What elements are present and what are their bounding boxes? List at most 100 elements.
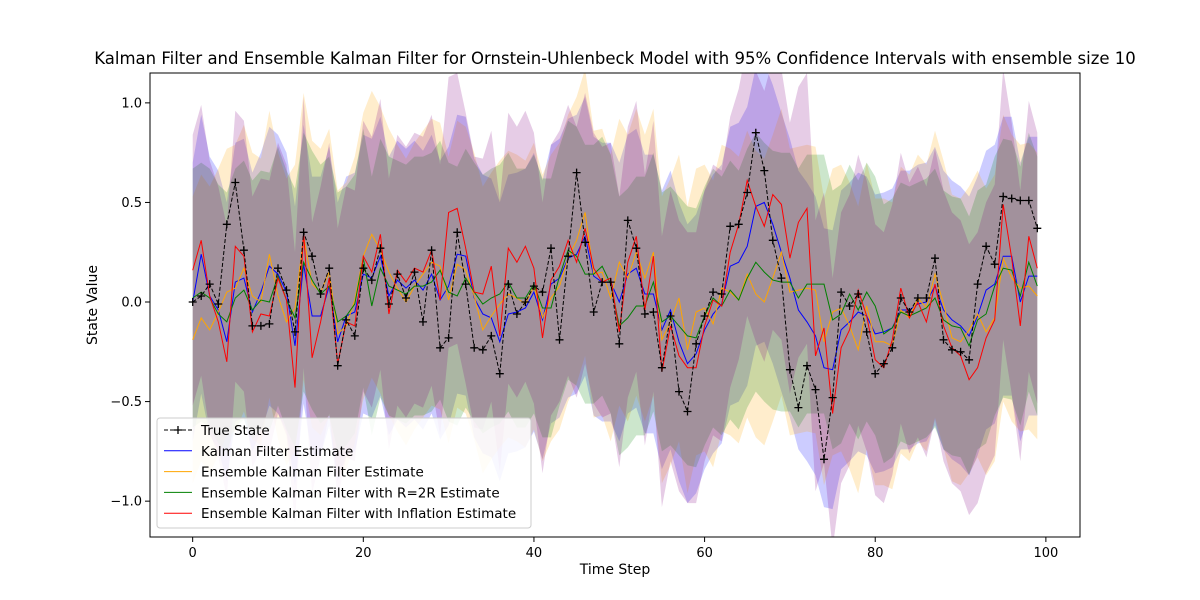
legend-label: Ensemble Kalman Filter with R=2R Estimat…	[201, 485, 500, 501]
true-state-point	[291, 327, 299, 336]
y-tick-label: 0.0	[121, 296, 142, 311]
legend-item-kalman-filter-estimate: Kalman Filter Estimate	[164, 444, 353, 460]
true-state-point	[726, 222, 735, 231]
true-state-point	[316, 290, 325, 298]
ci-band-ensemble-kalman-filter-estimate	[192, 73, 1038, 494]
true-state-point	[308, 252, 317, 261]
legend-item-ensemble-kalman-filter-with-r-2r-estimate: Ensemble Kalman Filter with R=2R Estimat…	[164, 485, 500, 501]
true-state-point	[982, 242, 991, 251]
true-state-point	[393, 270, 402, 279]
true-state-point	[751, 128, 760, 137]
true-state-point	[188, 298, 197, 306]
true-state-point	[205, 280, 214, 289]
true-state-point	[939, 335, 948, 344]
true-state-point	[896, 294, 905, 302]
legend-item-ensemble-kalman-filter-with-inflation-estimate: Ensemble Kalman Filter with Inflation Es…	[164, 506, 516, 522]
true-state-point	[965, 355, 974, 364]
true-state-point	[683, 407, 692, 416]
series-line-true-state	[192, 132, 1038, 460]
true-state-point	[1033, 224, 1042, 233]
true-state-point	[760, 166, 769, 175]
legend-label: Ensemble Kalman Filter Estimate	[201, 465, 424, 481]
true-state-point	[768, 236, 777, 245]
true-state-point	[845, 302, 854, 310]
legend-label: True State	[200, 423, 270, 439]
true-state-point	[529, 282, 538, 291]
true-state-point	[837, 288, 846, 297]
x-tick-label: 100	[1033, 546, 1058, 561]
true-state-point	[854, 290, 863, 298]
true-state-point	[581, 238, 590, 247]
true-state-point	[564, 252, 573, 261]
true-state-point	[956, 347, 965, 356]
true-state-point	[384, 300, 393, 308]
true-state-point	[282, 286, 291, 295]
legend-item-ensemble-kalman-filter-estimate: Ensemble Kalman Filter Estimate	[164, 465, 424, 481]
true-state-point	[504, 280, 513, 289]
true-state-point	[649, 308, 658, 316]
y-tick-label: −1.0	[110, 495, 142, 510]
true-state-point	[410, 268, 419, 277]
true-state-point	[333, 361, 342, 370]
true-state-point	[239, 246, 248, 255]
legend-box	[156, 417, 532, 529]
true-state-point	[1016, 196, 1025, 205]
true-state-point	[922, 294, 931, 302]
y-tick-label: 1.0	[121, 96, 142, 111]
true-state-point	[657, 363, 666, 372]
true-state-point	[470, 343, 479, 352]
true-state-point	[913, 294, 922, 302]
true-state-point	[197, 292, 206, 300]
x-axis-label: Time Step	[579, 562, 651, 578]
true-state-point	[214, 300, 223, 308]
true-state-point	[1024, 196, 1033, 205]
true-state-point	[931, 254, 939, 263]
true-state-point	[222, 220, 231, 229]
true-state-point	[256, 321, 265, 330]
legend: True State Kalman Filter Estimate Ensemble…	[156, 417, 532, 529]
true-state-point	[999, 192, 1008, 201]
true-state-point	[231, 178, 240, 187]
true-state-point	[555, 335, 564, 344]
true-state-point	[888, 343, 897, 352]
true-state-point	[871, 369, 880, 378]
true-state-point	[734, 220, 743, 229]
true-state-point	[589, 308, 598, 316]
y-axis-ticks: −1.0 −0.5 0.0 0.5 1.0	[110, 96, 150, 510]
true-state-point	[547, 244, 555, 253]
legend-marker	[174, 426, 182, 434]
true-state-point	[427, 246, 436, 255]
true-state-point	[402, 294, 410, 302]
true-state-point	[785, 365, 794, 374]
true-state-point	[572, 168, 581, 177]
true-state-point	[615, 339, 624, 348]
y-tick-label: −0.5	[110, 395, 142, 410]
true-state-point	[444, 333, 453, 342]
true-state-point	[598, 278, 607, 287]
true-state-markers	[188, 128, 1042, 464]
true-state-point	[495, 369, 504, 378]
true-state-point	[487, 331, 496, 340]
true-state-point	[828, 393, 837, 402]
true-state-point	[948, 345, 956, 354]
true-state-point	[879, 359, 888, 368]
true-state-point	[640, 310, 649, 318]
ci-band-ensemble-kalman-filter-with-r-2r-estimate	[192, 120, 1038, 476]
true-state-point	[538, 288, 547, 297]
true-state-point	[248, 321, 257, 330]
true-state-point	[717, 290, 726, 298]
true-state-point	[905, 308, 914, 316]
true-state-point	[478, 345, 487, 354]
true-state-point	[274, 264, 282, 273]
true-state-point	[325, 264, 334, 273]
true-state-point	[811, 385, 820, 394]
true-state-point	[359, 264, 368, 273]
true-state-point	[512, 310, 521, 318]
true-state-point	[376, 244, 385, 253]
true-state-point	[666, 312, 675, 320]
true-state-point	[743, 188, 752, 197]
true-state-point	[1007, 194, 1016, 203]
true-state-point	[342, 315, 351, 324]
legend-item-true-state: True State	[164, 423, 270, 439]
true-state-point	[862, 327, 871, 336]
